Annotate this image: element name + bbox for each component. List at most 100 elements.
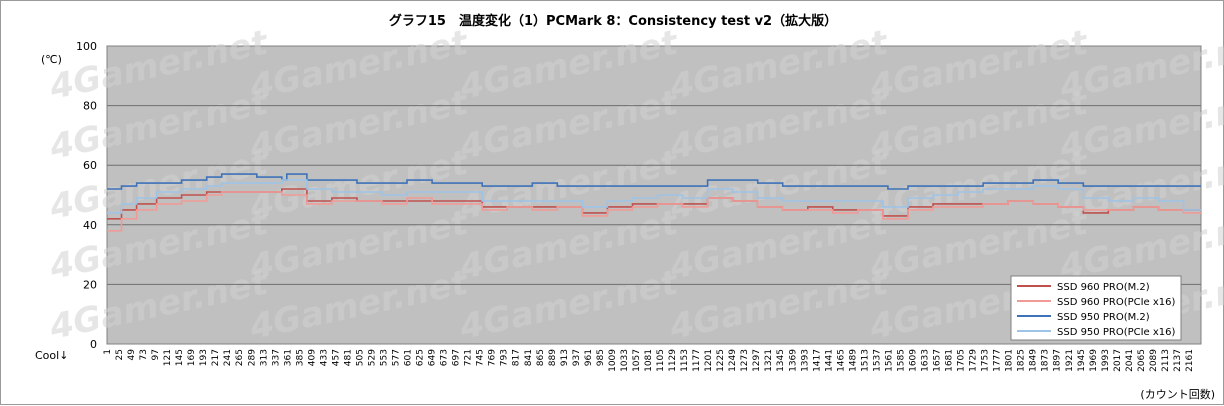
x-tick-label: 385 (295, 349, 305, 366)
x-tick-label: 1729 (969, 349, 979, 372)
legend: SSD 960 PRO(M.2) SSD 960 PRO(PCIe x16) SSD… (1010, 275, 1182, 341)
x-tick-label: 1609 (908, 349, 918, 372)
x-tick-label: 649 (428, 349, 438, 366)
x-tick-label: 1009 (608, 349, 618, 372)
y-axis-unit: (℃) (41, 53, 62, 66)
x-tick-label: 1441 (824, 349, 834, 372)
x-tick-label: 1345 (776, 349, 786, 372)
x-tick-label: 313 (259, 349, 269, 366)
x-tick-label: 769 (488, 349, 498, 366)
x-tick-label: 433 (319, 349, 329, 366)
x-axis-label: (カウント回数) (1140, 388, 1215, 401)
x-tick-label: 2017 (1113, 349, 1123, 372)
x-tick-label: 1105 (656, 349, 666, 372)
x-tick-label: 961 (584, 349, 594, 366)
x-tick-label: 673 (440, 349, 450, 366)
x-tick-label: 25 (115, 349, 125, 360)
cool-label: Cool↓ (35, 349, 68, 362)
x-tick-label: 1633 (920, 349, 930, 372)
x-tick-label: 793 (500, 349, 510, 366)
x-tick-label: 97 (151, 349, 161, 360)
y-tick-label: 100 (76, 40, 97, 53)
x-tick-label: 1897 (1053, 349, 1063, 372)
x-tick-label: 217 (211, 349, 221, 366)
x-tick-label: 73 (139, 349, 149, 360)
y-tick-label: 20 (83, 278, 97, 291)
x-tick-label: 745 (476, 349, 486, 366)
x-tick-label: 1657 (933, 349, 943, 372)
x-tick-label: 1777 (993, 349, 1003, 372)
x-tick-label: 361 (283, 349, 293, 366)
x-tick-label: 1081 (644, 349, 654, 372)
x-tick-label: 2161 (1185, 349, 1195, 372)
x-tick-label: 1921 (1065, 349, 1075, 372)
x-tick-label: 1561 (884, 349, 894, 372)
x-tick-label: 145 (175, 349, 185, 366)
x-tick-label: 1177 (692, 349, 702, 372)
x-tick-label: 1273 (740, 349, 750, 372)
x-tick-label: 1369 (788, 349, 798, 372)
x-tick-label: 1249 (728, 349, 738, 372)
x-tick-label: 697 (452, 349, 462, 366)
x-tick-label: 1537 (872, 349, 882, 372)
x-tick-label: 601 (404, 349, 414, 366)
x-tick-label: 1969 (1089, 349, 1099, 372)
x-tick-label: 1297 (752, 349, 762, 372)
x-tick-label: 457 (331, 349, 341, 366)
x-tick-label: 193 (199, 349, 209, 366)
x-tick-label: 409 (307, 349, 317, 366)
legend-label: SSD 950 PRO(M.2) (1057, 312, 1150, 323)
x-tick-label: 1057 (632, 349, 642, 372)
x-axis: 1 25 49 73 97 121 145 169 193 217 241 265 289 313 337 3… (103, 349, 1195, 372)
x-tick-label: 1153 (680, 349, 690, 372)
x-tick-label: 1489 (848, 349, 858, 372)
x-tick-label: 913 (560, 349, 570, 366)
chart-title: グラフ15 温度変化（1）PCMark 8：Consistency test v… (389, 13, 837, 29)
series-line-2 (107, 191, 1201, 232)
x-tick-label: 721 (464, 349, 474, 366)
plot-area: 4Gamer.net4Gamer.net4Gamer.net4Gamer.net… (45, 22, 1224, 372)
x-tick-label: 553 (380, 349, 390, 366)
y-tick-label: 60 (83, 159, 97, 172)
x-tick-label: 241 (223, 349, 233, 366)
legend-label: SSD 960 PRO(PCIe x16) (1057, 297, 1176, 308)
x-tick-label: 2041 (1125, 349, 1135, 372)
x-tick-label: 1129 (668, 349, 678, 372)
x-tick-label: 169 (187, 349, 197, 366)
x-tick-label: 1225 (716, 349, 726, 372)
x-tick-label: 1033 (620, 349, 630, 372)
x-tick-label: 1993 (1101, 349, 1111, 372)
x-tick-label: 1465 (836, 349, 846, 372)
x-tick-label: 337 (271, 349, 281, 366)
x-tick-label: 481 (343, 349, 353, 366)
x-tick-label: 1 (103, 349, 113, 355)
x-tick-label: 985 (596, 349, 606, 366)
x-tick-label: 1393 (800, 349, 810, 372)
x-tick-label: 1873 (1041, 349, 1051, 372)
x-tick-label: 865 (536, 349, 546, 366)
x-tick-label: 841 (524, 349, 534, 366)
x-tick-label: 889 (548, 349, 558, 366)
x-tick-label: 577 (392, 349, 402, 366)
x-tick-label: 1849 (1029, 349, 1039, 372)
x-tick-label: 1513 (860, 349, 870, 372)
legend-label: SSD 960 PRO(M.2) (1057, 282, 1150, 293)
y-tick-label: 0 (90, 338, 97, 351)
x-tick-label: 2065 (1137, 349, 1147, 372)
x-tick-label: 1705 (957, 349, 967, 372)
x-tick-label: 937 (572, 349, 582, 366)
x-tick-label: 1945 (1077, 349, 1087, 372)
x-tick-label: 121 (163, 349, 173, 366)
x-tick-label: 2137 (1173, 349, 1183, 372)
x-tick-label: 1753 (981, 349, 991, 372)
legend-label: SSD 950 PRO(PCIe x16) (1057, 327, 1176, 338)
x-tick-label: 1321 (764, 349, 774, 372)
y-tick-label: 80 (83, 100, 97, 113)
series-line-4 (107, 179, 1201, 214)
x-tick-label: 2113 (1161, 349, 1171, 372)
x-tick-label: 1681 (945, 349, 955, 372)
x-tick-label: 49 (127, 349, 137, 361)
series-line-3 (107, 173, 1201, 190)
